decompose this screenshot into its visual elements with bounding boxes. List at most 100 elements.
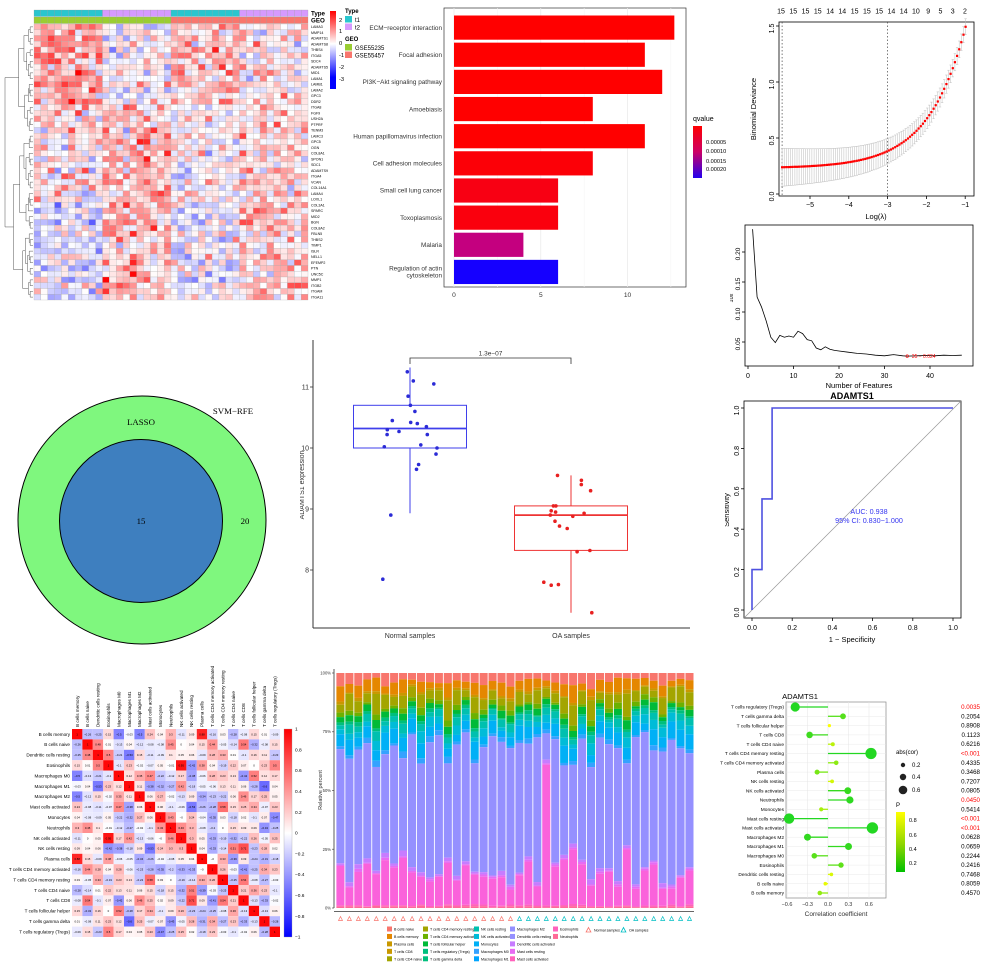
svg-text:<0.001: <0.001 bbox=[961, 825, 981, 832]
svg-text:0.27: 0.27 bbox=[137, 816, 143, 820]
svg-text:NK cells activated: NK cells activated bbox=[481, 935, 510, 939]
svg-text:0.15: 0.15 bbox=[95, 795, 101, 799]
svg-text:0.33: 0.33 bbox=[95, 878, 101, 882]
svg-text:0.00015: 0.00015 bbox=[706, 159, 726, 165]
svg-text:95% CI: 0.830−1.000: 95% CI: 0.830−1.000 bbox=[835, 516, 903, 525]
svg-text:0.3: 0.3 bbox=[169, 847, 173, 851]
svg-text:Small cell lung cancer: Small cell lung cancer bbox=[380, 188, 443, 195]
svg-text:0.15: 0.15 bbox=[137, 753, 143, 757]
svg-text:0.01: 0.01 bbox=[106, 743, 112, 747]
svg-text:−0.35: −0.35 bbox=[157, 868, 165, 872]
svg-text:0.09: 0.09 bbox=[199, 899, 205, 903]
svg-text:0.05: 0.05 bbox=[137, 930, 143, 934]
svg-text:T cells CD4 memory activated: T cells CD4 memory activated bbox=[720, 761, 784, 767]
svg-text:0: 0 bbox=[253, 764, 255, 768]
svg-text:0.1123: 0.1123 bbox=[962, 732, 981, 739]
svg-text:−0.08: −0.08 bbox=[146, 743, 154, 747]
svg-text:PI3K−Akt signaling pathway: PI3K−Akt signaling pathway bbox=[363, 79, 443, 86]
svg-text:0.06: 0.06 bbox=[137, 805, 143, 809]
svg-text:0.06: 0.06 bbox=[147, 816, 153, 820]
svg-text:1.5: 1.5 bbox=[769, 24, 776, 34]
svg-text:0.33: 0.33 bbox=[199, 878, 205, 882]
svg-text:−0.32: −0.32 bbox=[84, 909, 92, 913]
svg-text:0.0: 0.0 bbox=[734, 608, 741, 618]
svg-text:−0.2: −0.2 bbox=[295, 851, 305, 857]
svg-text:Eosinophils: Eosinophils bbox=[560, 928, 579, 932]
svg-text:0.35: 0.35 bbox=[137, 774, 143, 778]
svg-text:−0.08: −0.08 bbox=[261, 743, 269, 747]
svg-text:T cells CD4 memory activated: T cells CD4 memory activated bbox=[430, 935, 478, 939]
svg-text:0: 0 bbox=[339, 41, 342, 47]
svg-text:−0.11: −0.11 bbox=[147, 753, 154, 757]
svg-text:15: 15 bbox=[777, 9, 785, 16]
svg-text:−0.25: −0.25 bbox=[219, 888, 227, 892]
svg-text:−1: −1 bbox=[295, 935, 301, 941]
svg-text:0%: 0% bbox=[325, 906, 331, 911]
svg-text:−0.22: −0.22 bbox=[219, 795, 227, 799]
svg-text:−0.22: −0.22 bbox=[115, 816, 123, 820]
svg-text:Focal adhesion: Focal adhesion bbox=[399, 52, 443, 59]
svg-text:0.13: 0.13 bbox=[126, 878, 132, 882]
svg-text:GEO: GEO bbox=[311, 18, 325, 25]
svg-text:0.8: 0.8 bbox=[734, 446, 741, 456]
svg-text:−0: −0 bbox=[159, 836, 163, 840]
svg-text:0.12: 0.12 bbox=[116, 784, 122, 788]
svg-text:Monocytes: Monocytes bbox=[761, 807, 785, 813]
svg-text:0.1: 0.1 bbox=[169, 753, 173, 757]
svg-text:−0.06: −0.06 bbox=[198, 774, 206, 778]
svg-text:0.02: 0.02 bbox=[189, 930, 195, 934]
svg-text:5: 5 bbox=[939, 9, 943, 16]
svg-text:−0.24: −0.24 bbox=[198, 909, 206, 913]
svg-text:−0.42: −0.42 bbox=[240, 774, 248, 778]
svg-text:0.01: 0.01 bbox=[74, 920, 80, 924]
svg-text:Plasma cells: Plasma cells bbox=[200, 701, 205, 727]
svg-text:0.38: 0.38 bbox=[106, 857, 112, 861]
svg-text:−0.08: −0.08 bbox=[74, 899, 82, 903]
svg-text:0.95: 0.95 bbox=[178, 764, 184, 768]
svg-text:t1: t1 bbox=[355, 18, 361, 24]
svg-text:OA samples: OA samples bbox=[629, 929, 649, 933]
svg-text:Mast cells activated: Mast cells activated bbox=[517, 957, 548, 961]
svg-text:Binomial Deviance: Binomial Deviance bbox=[749, 78, 758, 140]
svg-text:0.8: 0.8 bbox=[909, 818, 917, 824]
svg-text:−0.22: −0.22 bbox=[157, 774, 165, 778]
svg-text:ITGA8: ITGA8 bbox=[311, 106, 321, 110]
svg-text:SPON1: SPON1 bbox=[311, 157, 323, 161]
svg-text:100%: 100% bbox=[320, 671, 331, 676]
svg-text:−2: −2 bbox=[922, 202, 930, 209]
svg-text:Plasma cells: Plasma cells bbox=[394, 942, 414, 946]
svg-text:0.3: 0.3 bbox=[75, 826, 79, 830]
svg-text:−0.11: −0.11 bbox=[74, 836, 81, 840]
svg-text:ISLR: ISLR bbox=[311, 249, 319, 253]
svg-text:0.58: 0.58 bbox=[147, 878, 153, 882]
svg-text:15: 15 bbox=[789, 9, 797, 16]
svg-text:0.15: 0.15 bbox=[199, 743, 205, 747]
svg-text:−0.19: −0.19 bbox=[105, 878, 113, 882]
svg-text:11: 11 bbox=[302, 385, 309, 392]
svg-text:−0.02: −0.02 bbox=[105, 795, 113, 799]
svg-text:0: 0 bbox=[180, 743, 182, 747]
svg-text:Macrophages M2: Macrophages M2 bbox=[137, 691, 142, 727]
svg-text:0.34: 0.34 bbox=[147, 909, 153, 913]
svg-text:LAMA2: LAMA2 bbox=[311, 88, 323, 92]
svg-text:−0.18: −0.18 bbox=[230, 816, 238, 820]
svg-text:−0.6: −0.6 bbox=[295, 893, 305, 899]
svg-text:−0.13: −0.13 bbox=[250, 920, 258, 924]
svg-text:NK cells resting: NK cells resting bbox=[751, 779, 785, 785]
svg-text:1.0: 1.0 bbox=[734, 406, 741, 416]
svg-text:0.23: 0.23 bbox=[272, 805, 278, 809]
svg-text:−0.27: −0.27 bbox=[219, 920, 227, 924]
svg-text:0.21: 0.21 bbox=[230, 899, 236, 903]
svg-text:0.28: 0.28 bbox=[210, 774, 216, 778]
svg-text:15: 15 bbox=[814, 9, 822, 16]
svg-text:−0.39: −0.39 bbox=[230, 857, 238, 861]
svg-text:−0.23: −0.23 bbox=[188, 909, 196, 913]
svg-text:0.15: 0.15 bbox=[106, 732, 112, 736]
svg-text:0.03: 0.03 bbox=[74, 878, 80, 882]
svg-text:0.13: 0.13 bbox=[220, 784, 226, 788]
svg-text:−0.05: −0.05 bbox=[178, 920, 186, 924]
svg-text:0: 0 bbox=[746, 373, 750, 380]
svg-text:−0.08: −0.08 bbox=[250, 878, 258, 882]
svg-text:−0.03: −0.03 bbox=[74, 784, 82, 788]
svg-text:0.6: 0.6 bbox=[734, 486, 741, 496]
